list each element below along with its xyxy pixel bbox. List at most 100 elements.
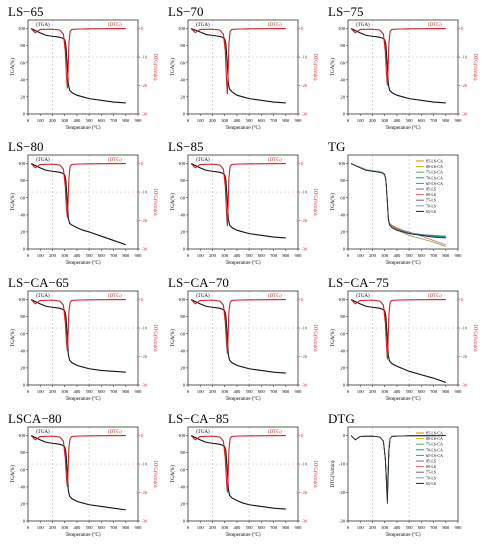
panel-title: LS−CA−85 bbox=[168, 411, 229, 426]
x-tick-label: 300 bbox=[221, 253, 229, 258]
x-tick-label: 0 bbox=[27, 253, 30, 258]
x-tick-label: 800 bbox=[122, 118, 130, 123]
y-tick-label: 40 bbox=[340, 348, 345, 353]
x-tick-label: 0 bbox=[347, 253, 350, 258]
x-tick-label: 900 bbox=[295, 253, 303, 258]
x-tick-label: 0 bbox=[27, 118, 30, 123]
x-tick-label: 200 bbox=[49, 118, 57, 123]
legend-entry: 70-LS-CA bbox=[426, 175, 443, 180]
tga-tag: (TGA) bbox=[36, 158, 50, 163]
x-tick-label: 100 bbox=[197, 253, 205, 258]
y2-axis-label: DTG(%/min) bbox=[312, 189, 317, 216]
series-line-9 bbox=[350, 163, 446, 239]
panel-title: TG bbox=[328, 139, 345, 154]
y2-tick-label: 0 bbox=[301, 161, 304, 166]
x-tick-label: 0 bbox=[27, 525, 30, 530]
x-tick-label: 100 bbox=[197, 389, 205, 394]
y-tick-label: 60 bbox=[340, 331, 345, 336]
x-tick-label: 500 bbox=[406, 253, 414, 258]
y-tick-label: 40 bbox=[20, 484, 25, 489]
y-tick-label: 0 bbox=[343, 112, 346, 117]
plot-frame bbox=[27, 154, 139, 250]
panel-8: LS−CA−750 100 200 300 400 500 600 700 800 900Temp… bbox=[328, 275, 477, 402]
y-tick-label: 80 bbox=[20, 314, 25, 319]
y2-tick-label: -20 bbox=[301, 83, 308, 88]
x-tick-label: 700 bbox=[270, 118, 278, 123]
y-tick-label: -10 bbox=[339, 462, 346, 467]
x-tick-label: 300 bbox=[381, 525, 389, 530]
x-tick-label: 0 bbox=[347, 118, 350, 123]
tga-tag: (TGA) bbox=[196, 23, 210, 28]
y-axis-label: TGA(%) bbox=[331, 58, 336, 76]
y-tick-label: 0 bbox=[183, 112, 186, 117]
x-tick-label: 800 bbox=[282, 253, 290, 258]
dtg-tag: (DTG) bbox=[268, 158, 282, 163]
x-axis-label: Temperature (°C) bbox=[225, 261, 260, 266]
plot-frame bbox=[347, 290, 459, 386]
y-tick-label: 20 bbox=[340, 366, 345, 371]
plot-frame bbox=[347, 154, 459, 250]
plot-frame bbox=[187, 426, 299, 522]
panel-title: LS−80 bbox=[8, 139, 44, 154]
x-axis-label: Temperature (°C) bbox=[385, 397, 420, 402]
y2-tick-label: -20 bbox=[141, 218, 148, 223]
x-tick-label: 500 bbox=[86, 525, 94, 530]
x-tick-label: 100 bbox=[37, 525, 45, 530]
dtg-curve bbox=[30, 299, 126, 351]
y2-axis-label: DTG(%/min) bbox=[152, 189, 157, 216]
x-tick-label: 100 bbox=[357, 118, 365, 123]
y-tick-label: 40 bbox=[20, 77, 25, 82]
x-tick-label: 600 bbox=[258, 253, 266, 258]
plot-frame bbox=[27, 290, 139, 386]
x-tick-label: 900 bbox=[295, 525, 303, 530]
x-tick-label: 100 bbox=[357, 389, 365, 394]
legend-entry: 65-LS bbox=[426, 209, 436, 214]
y-tick-label: 100 bbox=[338, 26, 346, 31]
x-axis-label: Temperature (°C) bbox=[385, 126, 420, 131]
x-tick-label: 300 bbox=[381, 389, 389, 394]
dtg-tag: (DTG) bbox=[108, 430, 122, 435]
tga-curve bbox=[190, 299, 286, 374]
panel-6: LS−CA−650 100 200 300 400 500 600 700 800 900Temp… bbox=[8, 275, 157, 402]
x-tick-label: 800 bbox=[442, 118, 450, 123]
y2-tick-label: -20 bbox=[301, 218, 308, 223]
y-tick-label: 40 bbox=[20, 348, 25, 353]
tga-curve bbox=[350, 299, 446, 383]
series-line-9 bbox=[350, 435, 446, 504]
dtg-tag: (DTG) bbox=[108, 23, 122, 28]
panel-title: LS−75 bbox=[328, 4, 364, 19]
y-tick-label: 60 bbox=[20, 60, 25, 65]
tga-tag: (TGA) bbox=[356, 294, 370, 299]
y2-tick-label: -10 bbox=[301, 326, 308, 331]
y-tick-label: 60 bbox=[20, 331, 25, 336]
panel-1: LS−700 100 200 300 400 500 600 700 800 900Tempera… bbox=[168, 4, 317, 131]
dtg-tag: (DTG) bbox=[108, 294, 122, 299]
y2-axis-label: DTG(%/min) bbox=[472, 325, 477, 352]
y-tick-label: 0 bbox=[343, 247, 346, 252]
y-axis-label: TGA(%) bbox=[11, 193, 16, 211]
y2-tick-label: -30 bbox=[301, 519, 308, 524]
tga-tag: (TGA) bbox=[196, 294, 210, 299]
y-axis-label: TGA(%) bbox=[171, 329, 176, 347]
x-tick-label: 500 bbox=[246, 118, 254, 123]
x-tick-label: 400 bbox=[393, 525, 401, 530]
y-tick-label: 20 bbox=[340, 230, 345, 235]
x-tick-label: 700 bbox=[430, 525, 438, 530]
y2-tick-label: -30 bbox=[141, 519, 148, 524]
dtg-curve bbox=[190, 28, 286, 95]
x-tick-label: 300 bbox=[61, 118, 69, 123]
panel-4: LS−850 100 200 300 400 500 600 700 800 900Tempera… bbox=[168, 139, 317, 266]
x-tick-label: 400 bbox=[73, 389, 81, 394]
x-axis-label: Temperature (°C) bbox=[65, 126, 100, 131]
y2-tick-label: 0 bbox=[141, 297, 144, 302]
y-tick-label: 20 bbox=[180, 366, 185, 371]
legend-entry: 85-LS-CA bbox=[426, 159, 443, 164]
panel-3: LS−800 100 200 300 400 500 600 700 800 900Tempera… bbox=[8, 139, 157, 266]
y-tick-label: 40 bbox=[20, 212, 25, 217]
legend-entry: 70-LS bbox=[426, 203, 436, 208]
y-axis-label: TGA(%) bbox=[171, 193, 176, 211]
y-tick-label: 60 bbox=[20, 195, 25, 200]
y2-tick-label: -20 bbox=[461, 83, 468, 88]
y-tick-label: 80 bbox=[180, 450, 185, 455]
x-tick-label: 600 bbox=[418, 525, 426, 530]
